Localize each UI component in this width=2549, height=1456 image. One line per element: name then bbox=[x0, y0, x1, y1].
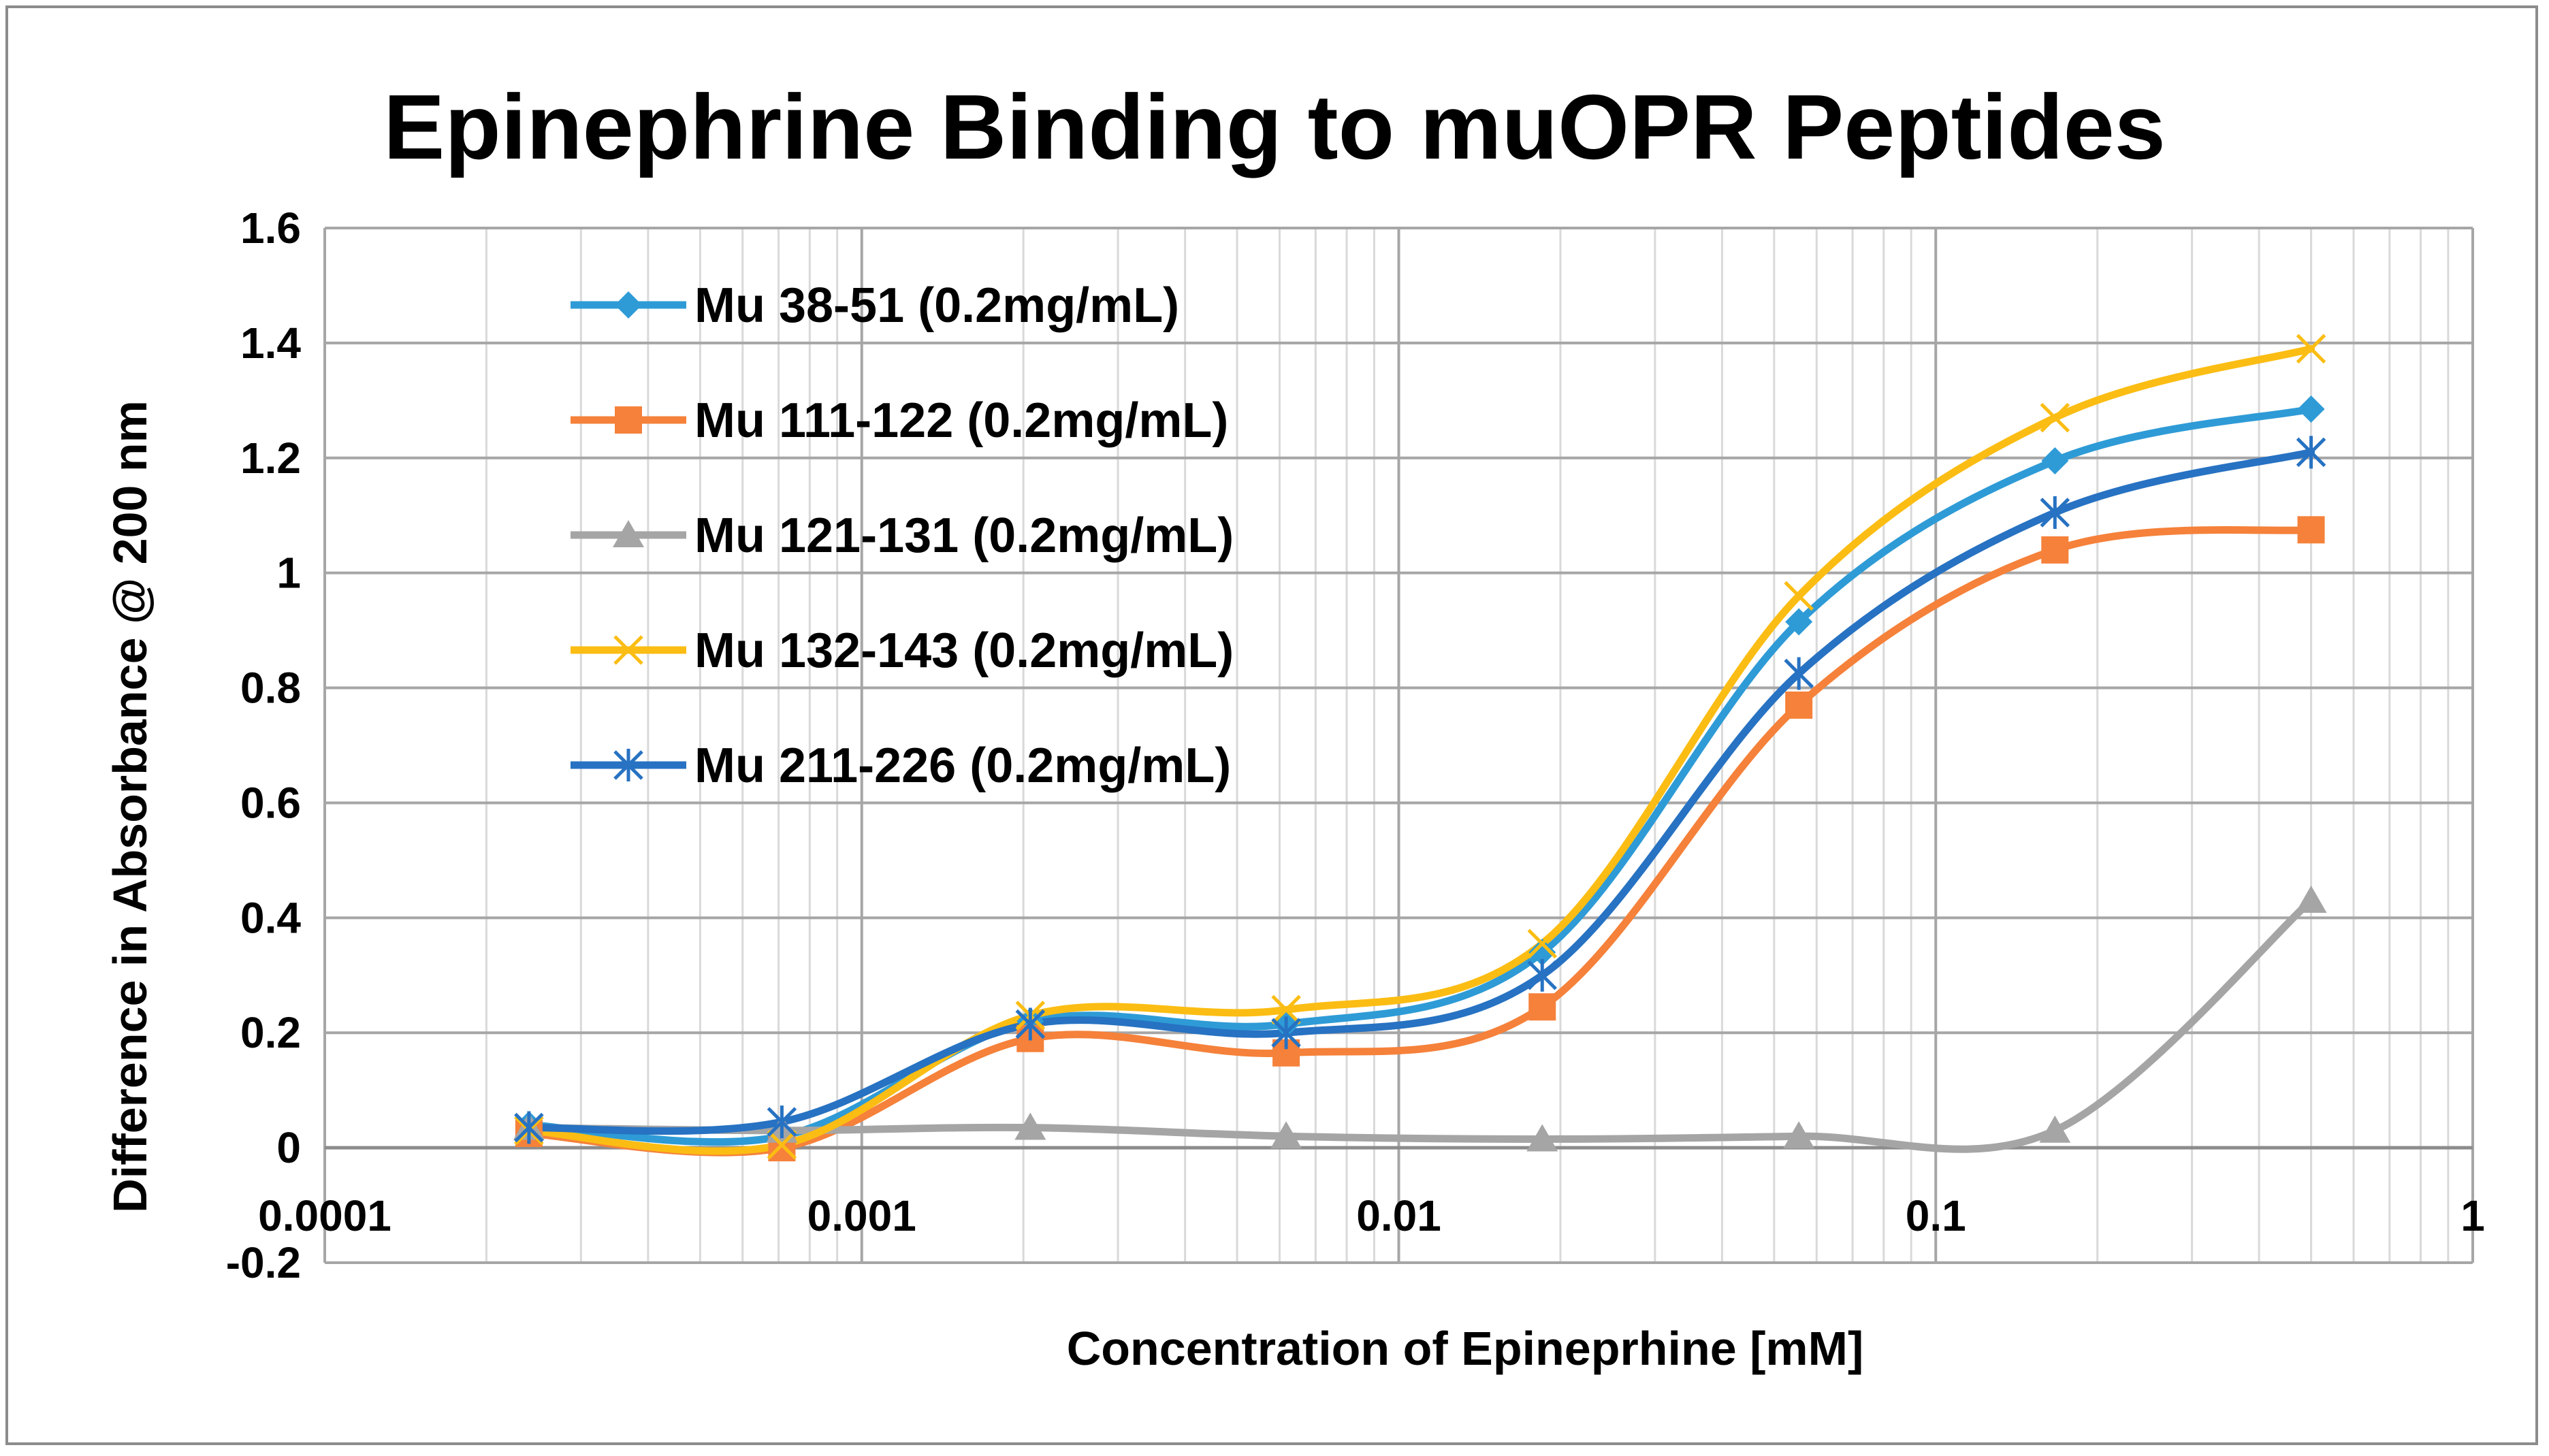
x-axis-title: Concentration of Epineprhine [mM] bbox=[1067, 1322, 1864, 1375]
data-point bbox=[1526, 1124, 1558, 1152]
data-point bbox=[2296, 334, 2326, 364]
y-axis-title: Difference in Absorbance @ 200 nm bbox=[103, 400, 157, 1213]
y-tick-label: 0.8 bbox=[240, 664, 301, 713]
x-tick-label: 0.0001 bbox=[258, 1191, 391, 1240]
legend-marker bbox=[613, 635, 643, 665]
y-tick-label: 1.6 bbox=[240, 204, 301, 253]
data-point bbox=[2297, 395, 2325, 423]
data-point bbox=[1271, 994, 1301, 1025]
x-tick-label: 0.001 bbox=[807, 1191, 916, 1240]
chart-title: Epinephrine Binding to muOPR Peptides bbox=[383, 76, 2166, 178]
data-point bbox=[2295, 886, 2327, 913]
series-line-4 bbox=[525, 344, 2315, 1155]
legend-item: Mu 121-131 (0.2mg/mL) bbox=[571, 508, 1234, 563]
data-point bbox=[1528, 993, 1556, 1021]
marker-stroke bbox=[613, 635, 643, 665]
y-axis-ticks: -0.2 0 0.2 0.4 0.6 0.8 1 1.2 1.4 1.6 bbox=[226, 204, 302, 1287]
y-tick-label: 0.2 bbox=[240, 1008, 301, 1057]
data-point bbox=[1785, 691, 1813, 719]
legend-marker bbox=[613, 520, 644, 547]
marker-stroke bbox=[1527, 928, 1557, 959]
legend-item: Mu 38-51 (0.2mg/mL) bbox=[571, 278, 1179, 333]
y-tick-label: 1.4 bbox=[240, 319, 301, 368]
data-point bbox=[2039, 1115, 2071, 1143]
y-tick-label: 0.6 bbox=[240, 778, 301, 827]
legend-item: Mu 132-143 (0.2mg/mL) bbox=[571, 624, 1234, 678]
data-point bbox=[2296, 436, 2326, 469]
data-point bbox=[2041, 447, 2069, 474]
minor-gridlines bbox=[485, 228, 2450, 1263]
legend-marker bbox=[615, 406, 642, 434]
y-tick-label: 1 bbox=[276, 549, 301, 598]
legend-label: Mu 211-226 (0.2mg/mL) bbox=[694, 739, 1231, 793]
data-point bbox=[1527, 928, 1557, 959]
legend-item: Mu 211-226 (0.2mg/mL) bbox=[571, 739, 1231, 793]
data-point bbox=[1271, 1016, 1301, 1050]
marker-stroke bbox=[767, 1130, 797, 1160]
data-point bbox=[2040, 496, 2070, 529]
data-point bbox=[1015, 1007, 1046, 1041]
marker-stroke bbox=[1784, 581, 1814, 611]
legend-item: Mu 111-122 (0.2mg/mL) bbox=[571, 393, 1228, 448]
x-tick-label: 0.1 bbox=[1906, 1191, 1966, 1240]
series-lines bbox=[525, 344, 2315, 1156]
data-point bbox=[2040, 402, 2070, 433]
x-axis-ticks: 0.0001 0.001 0.01 0.1 1 bbox=[258, 1191, 2485, 1240]
legend-label: Mu 38-51 (0.2mg/mL) bbox=[694, 278, 1179, 333]
data-point bbox=[1783, 1121, 1815, 1149]
data-point bbox=[767, 1130, 797, 1160]
data-point bbox=[1270, 1121, 1302, 1149]
legend-label: Mu 111-122 (0.2mg/mL) bbox=[694, 393, 1228, 448]
major-gridlines bbox=[323, 227, 2474, 1264]
y-tick-label: 0.4 bbox=[240, 893, 301, 942]
chart-frame bbox=[5, 5, 2538, 1445]
data-point bbox=[1784, 581, 1814, 611]
legend-marker bbox=[615, 291, 642, 319]
series-markers bbox=[513, 334, 2327, 1162]
data-point bbox=[1528, 939, 1556, 966]
data-point bbox=[1785, 608, 1813, 636]
series-line-5 bbox=[525, 448, 2315, 1135]
y-tick-label: -0.2 bbox=[226, 1238, 301, 1287]
legend-marker bbox=[613, 749, 643, 781]
y-tick-label: 1.2 bbox=[240, 434, 301, 483]
legend-label: Mu 132-143 (0.2mg/mL) bbox=[694, 624, 1234, 678]
data-point bbox=[2297, 516, 2325, 544]
data-point bbox=[1014, 1112, 1046, 1140]
marker-stroke bbox=[2040, 402, 2070, 433]
data-point bbox=[514, 1111, 544, 1144]
series-line-1 bbox=[525, 405, 2315, 1146]
data-point bbox=[2041, 536, 2069, 564]
data-point bbox=[1527, 958, 1557, 992]
marker-stroke bbox=[1271, 994, 1301, 1025]
marker-stroke bbox=[2296, 334, 2326, 364]
data-point bbox=[1784, 657, 1814, 690]
x-tick-label: 1 bbox=[2460, 1191, 2485, 1240]
legend: Mu 38-51 (0.2mg/mL) Mu 111-122 (0.2mg/mL)… bbox=[571, 278, 1234, 793]
x-tick-label: 0.01 bbox=[1356, 1191, 1441, 1240]
data-point bbox=[767, 1105, 797, 1139]
legend-label: Mu 121-131 (0.2mg/mL) bbox=[694, 508, 1234, 563]
y-tick-label: 0 bbox=[276, 1123, 301, 1172]
